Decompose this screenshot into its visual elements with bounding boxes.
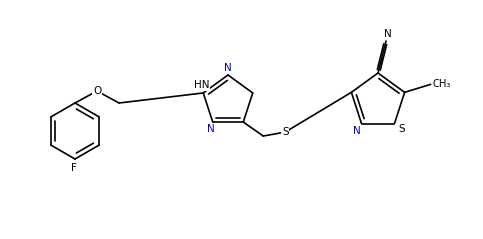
Text: S: S <box>282 127 289 137</box>
Text: CH₃: CH₃ <box>433 79 451 89</box>
Text: N: N <box>384 29 392 39</box>
Text: N: N <box>224 63 232 73</box>
Text: N: N <box>207 124 214 134</box>
Text: N: N <box>353 126 360 136</box>
Text: S: S <box>398 124 405 134</box>
Text: HN: HN <box>194 80 209 90</box>
Text: F: F <box>71 163 77 173</box>
Text: O: O <box>93 86 101 96</box>
